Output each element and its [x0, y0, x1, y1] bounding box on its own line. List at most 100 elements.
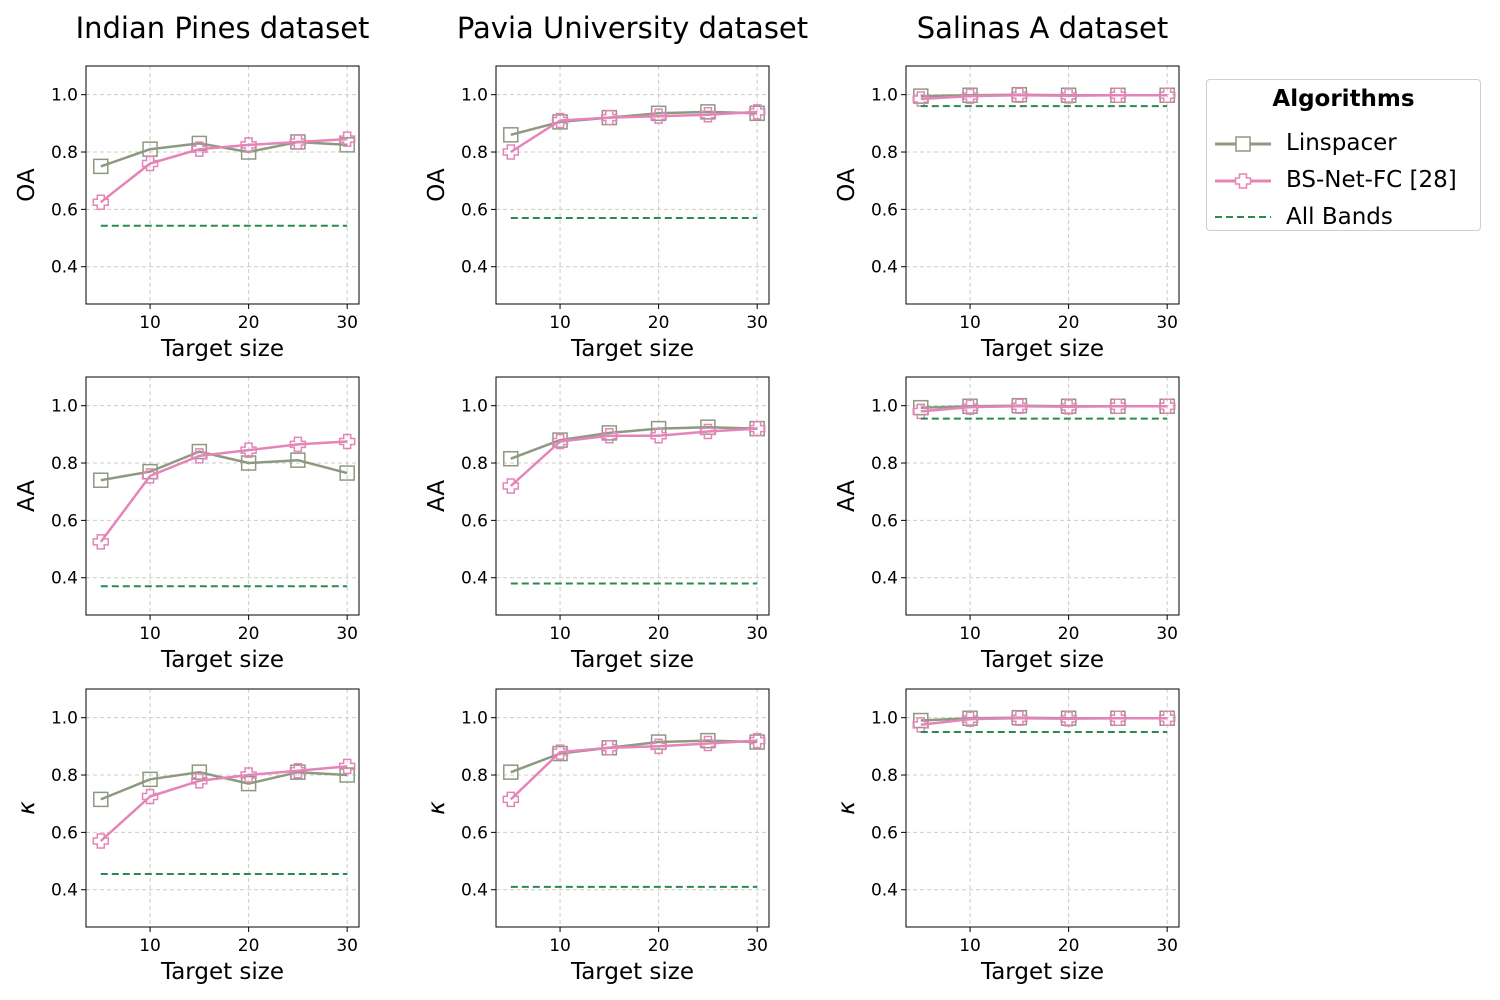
- y-tick-label: 0.4: [871, 258, 898, 278]
- y-tick-label: 0.8: [51, 143, 78, 163]
- legend-swatch-linspacer: [1215, 136, 1271, 152]
- y-tick-label: 0.4: [461, 881, 488, 901]
- legend-title: Algorithms: [1272, 86, 1415, 112]
- data-point-linspacer: [339, 137, 355, 153]
- x-tick-label: 20: [238, 624, 260, 644]
- data-point-bsnet: [1011, 398, 1028, 414]
- series-line-linspacer: [100, 140, 348, 168]
- y-tick-label: 0.8: [871, 454, 898, 474]
- legend-entry-linspacer: Linspacer: [1207, 129, 1480, 159]
- subplot-title: Indian Pines dataset: [76, 11, 370, 45]
- y-tick-label: 0.6: [51, 200, 78, 220]
- y-tick-label: 1.0: [461, 86, 488, 106]
- y-tick-label: 0.4: [51, 258, 78, 278]
- data-point-linspacer: [191, 764, 208, 780]
- legend-label-bsnet: BS-Net-FC [28]: [1286, 167, 1457, 193]
- data-point-bsnet: [1109, 87, 1127, 103]
- series-line-linspacer: [100, 770, 348, 801]
- x-tick-label: 20: [648, 624, 670, 644]
- x-tick-label: 30: [336, 313, 358, 333]
- data-point-bsnet: [92, 194, 110, 210]
- data-point-bsnet: [650, 428, 667, 444]
- data-point-linspacer: [650, 734, 667, 750]
- data-point-linspacer: [93, 158, 109, 175]
- data-point-linspacer: [700, 419, 716, 435]
- y-tick-label: 1.0: [871, 709, 898, 729]
- data-point-bsnet: [601, 428, 618, 444]
- data-point-bsnet: [1109, 710, 1127, 726]
- data-point-bsnet: [961, 88, 979, 104]
- x-axis-label: Target size: [980, 959, 1104, 985]
- y-tick-label: 0.8: [51, 766, 78, 786]
- y-axis-label: κ: [834, 801, 860, 815]
- subplot-6: 10 20 30 0.4 0.6 0.8 1.0 Target size AA: [834, 376, 1180, 673]
- x-axis-label: Target size: [160, 647, 284, 673]
- y-tick-label: 0.4: [461, 258, 488, 278]
- data-point-bsnet: [240, 442, 257, 458]
- subplot-1: 10 20 30 0.4 0.6 0.8 1.0 Target size OA Indian Pi…: [14, 11, 369, 362]
- data-point-linspacer: [339, 767, 355, 783]
- data-point-bsnet: [699, 735, 717, 752]
- x-axis-label: Target size: [570, 647, 694, 673]
- data-point-bsnet: [1011, 710, 1028, 726]
- plot-frame: [905, 65, 1180, 305]
- data-point-bsnet: [699, 423, 717, 440]
- x-tick-label: 10: [959, 313, 981, 333]
- x-axis-label: Target size: [160, 336, 284, 362]
- y-tick-label: 1.0: [51, 709, 78, 729]
- subplot-4: 10 20 30 0.4 0.6 0.8 1.0 Target size AA: [14, 376, 360, 673]
- x-tick-label: 30: [336, 936, 358, 956]
- y-tick-label: 1.0: [51, 397, 78, 417]
- data-point-linspacer: [240, 455, 257, 471]
- plot-frame: [495, 65, 770, 305]
- x-tick-label: 30: [746, 624, 768, 644]
- legend-label-linspacer: Linspacer: [1286, 130, 1397, 156]
- series-line-linspacer: [510, 110, 758, 137]
- data-point-linspacer: [142, 771, 158, 788]
- data-point-bsnet: [240, 767, 257, 783]
- data-point-bsnet: [1060, 711, 1077, 727]
- x-tick-label: 10: [139, 313, 161, 333]
- subplot-9: 10 20 30 0.4 0.6 0.8 1.0 Target size κ: [834, 688, 1180, 985]
- y-tick-label: 0.6: [461, 511, 488, 531]
- data-point-bsnet: [141, 468, 159, 484]
- data-point-bsnet: [502, 478, 520, 494]
- x-tick-label: 20: [1058, 936, 1080, 956]
- data-point-linspacer: [913, 712, 929, 729]
- y-tick-label: 0.6: [51, 823, 78, 843]
- data-point-linspacer: [503, 127, 519, 143]
- data-point-bsnet: [1060, 88, 1077, 104]
- data-point-bsnet: [92, 534, 110, 550]
- y-axis-label: κ: [14, 801, 40, 815]
- x-tick-label: 10: [139, 624, 161, 644]
- x-tick-label: 30: [746, 313, 768, 333]
- y-tick-label: 1.0: [461, 397, 488, 417]
- data-point-linspacer: [142, 463, 158, 480]
- x-tick-label: 10: [549, 936, 571, 956]
- plot-frame: [495, 688, 770, 928]
- data-point-bsnet: [502, 791, 520, 808]
- x-tick-label: 20: [238, 313, 260, 333]
- y-tick-label: 0.6: [461, 200, 488, 220]
- data-point-bsnet: [1158, 710, 1176, 726]
- subplot-7: 10 20 30 0.4 0.6 0.8 1.0 Target size κ: [14, 688, 360, 985]
- x-tick-label: 10: [959, 936, 981, 956]
- series-line-bs-net-fc-28: [509, 427, 758, 487]
- data-point-bsnet: [289, 134, 307, 150]
- y-tick-label: 0.8: [461, 143, 488, 163]
- plot-frame: [85, 688, 360, 928]
- plot-frame: [905, 376, 1180, 616]
- data-point-bsnet: [92, 833, 110, 849]
- data-point-bsnet: [191, 141, 208, 157]
- data-point-bsnet: [338, 131, 356, 147]
- legend-swatch-all-bands: [1215, 216, 1271, 218]
- data-point-bsnet: [1158, 87, 1176, 103]
- x-tick-label: 20: [648, 936, 670, 956]
- x-axis-label: Target size: [980, 647, 1104, 673]
- x-tick-label: 10: [959, 624, 981, 644]
- data-point-bsnet: [191, 448, 208, 464]
- data-point-bsnet: [1158, 398, 1176, 414]
- data-point-linspacer: [191, 443, 208, 460]
- data-point-linspacer: [503, 764, 519, 780]
- data-point-bsnet: [240, 137, 257, 153]
